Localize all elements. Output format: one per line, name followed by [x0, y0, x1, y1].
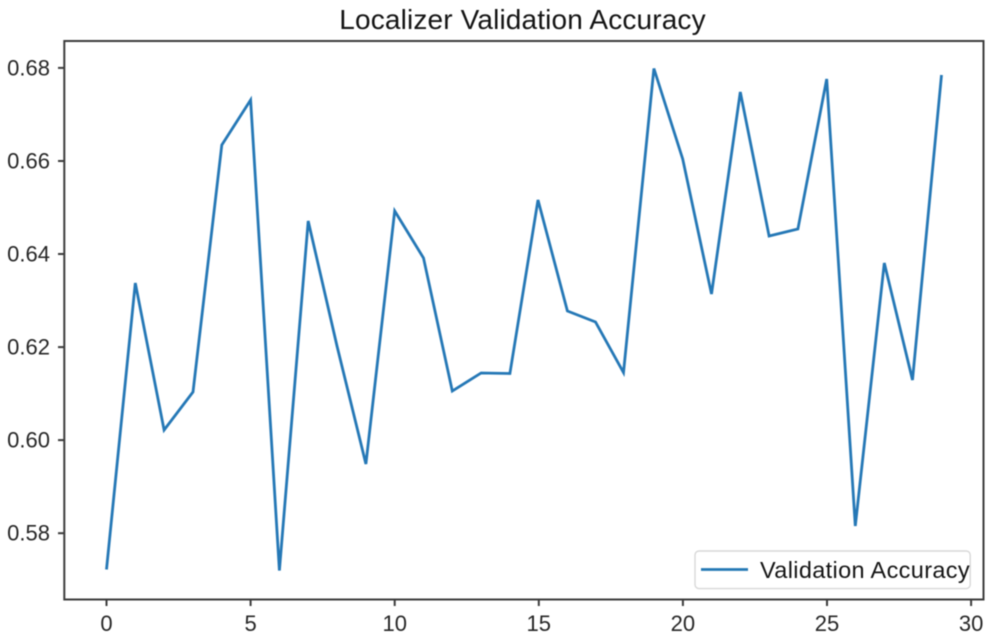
svg-text:0: 0 [100, 611, 112, 636]
svg-text:5: 5 [244, 611, 256, 636]
svg-text:0.62: 0.62 [7, 335, 50, 360]
svg-text:Validation Accuracy: Validation Accuracy [760, 557, 970, 583]
svg-text:0.58: 0.58 [7, 521, 50, 546]
svg-text:10: 10 [382, 611, 406, 636]
svg-text:0.68: 0.68 [7, 55, 50, 80]
svg-text:20: 20 [671, 611, 695, 636]
svg-text:0.66: 0.66 [7, 149, 50, 174]
svg-text:Localizer Validation Accuracy: Localizer Validation Accuracy [339, 4, 705, 35]
svg-text:0.60: 0.60 [7, 428, 50, 453]
svg-text:25: 25 [815, 611, 839, 636]
svg-text:15: 15 [527, 611, 551, 636]
svg-text:30: 30 [959, 611, 983, 636]
svg-text:0.64: 0.64 [7, 242, 50, 267]
